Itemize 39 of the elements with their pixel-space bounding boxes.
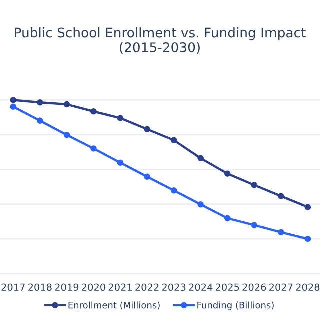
point xyxy=(144,126,150,133)
point xyxy=(64,132,70,138)
point xyxy=(144,174,150,180)
point xyxy=(198,202,204,208)
point xyxy=(251,222,258,228)
point xyxy=(117,115,124,122)
point xyxy=(304,236,312,242)
point xyxy=(278,229,284,236)
point xyxy=(224,215,231,222)
point xyxy=(37,99,44,106)
point xyxy=(198,155,204,162)
chart-title: Public School Enrollment vs. Funding Impact (2015-2030) xyxy=(15,28,306,54)
x-tick-label: 2026 xyxy=(242,284,266,292)
point xyxy=(304,204,312,210)
legend-label: Enrollment (Millions) xyxy=(68,302,160,310)
point xyxy=(251,182,258,188)
point xyxy=(278,193,284,200)
x-tick-label: 2024 xyxy=(189,284,213,292)
x-tick-label: 2021 xyxy=(108,284,132,292)
point xyxy=(224,170,231,177)
legend-label: Funding (Billions) xyxy=(198,302,274,310)
x-tick-label: 2025 xyxy=(216,284,240,292)
x-tick-label: 2027 xyxy=(270,284,293,292)
x-tick-label: 2019 xyxy=(55,284,79,292)
point xyxy=(170,188,178,194)
point xyxy=(90,108,97,115)
x-tick-label: 2028 xyxy=(296,284,320,292)
point xyxy=(117,160,124,166)
point xyxy=(10,97,17,104)
point xyxy=(37,118,44,124)
x-tick-label: 2017 xyxy=(2,284,25,292)
x-tick-label: 2023 xyxy=(162,284,186,292)
point xyxy=(64,101,70,108)
point xyxy=(90,146,97,152)
x-tick-label: 2020 xyxy=(82,284,106,292)
point xyxy=(10,104,17,110)
x-tick-label: 2022 xyxy=(136,284,159,292)
point xyxy=(170,137,178,144)
x-tick-label: 2018 xyxy=(28,284,52,292)
